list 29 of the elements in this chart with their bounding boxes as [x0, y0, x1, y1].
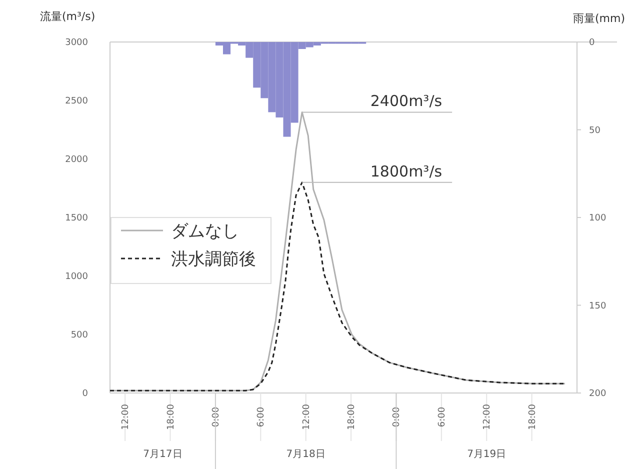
text: 7月18日 [286, 449, 326, 460]
y-tick-label: 500 [70, 330, 88, 340]
x-tick-label: 6:00 [437, 406, 448, 428]
text: 7月19日 [467, 449, 506, 460]
y-tick-label: 0 [82, 389, 88, 399]
x-tick-label: 6:00 [256, 406, 267, 428]
y2-tick-label: 50 [589, 126, 601, 136]
legend-label: 洪水調節後 [171, 250, 256, 270]
y2-tick-label: 200 [589, 389, 606, 399]
y-tick-label: 2500 [65, 96, 88, 106]
x-tick-label: 18:00 [166, 404, 176, 430]
y2-tick-label: 150 [589, 301, 606, 312]
x-tick-label: 12:00 [482, 404, 493, 430]
y-tick-label: 1000 [65, 272, 88, 282]
y-tick-label: 2000 [65, 155, 88, 165]
x-tick-label: 18:00 [347, 404, 358, 430]
y2-tick-label: 100 [589, 214, 606, 224]
y-tick-label: 3000 [65, 38, 88, 48]
y2-tick-label: 0 [589, 38, 595, 48]
annotation: 1800m³/s [370, 162, 442, 180]
y-tick-label: 1500 [65, 214, 88, 224]
annotation: 2400m³/s [370, 92, 442, 110]
x-tick-label: 12:00 [121, 404, 132, 430]
x-tick-label: 12:00 [302, 404, 312, 430]
y2-axis-title: 雨量(mm) [572, 12, 625, 25]
legend-label: ダムなし [171, 222, 239, 242]
x-tick-label: 18:00 [528, 404, 538, 430]
y-axis-title: 流量(m³/s) [40, 10, 96, 23]
text: 7月17日 [143, 449, 182, 460]
